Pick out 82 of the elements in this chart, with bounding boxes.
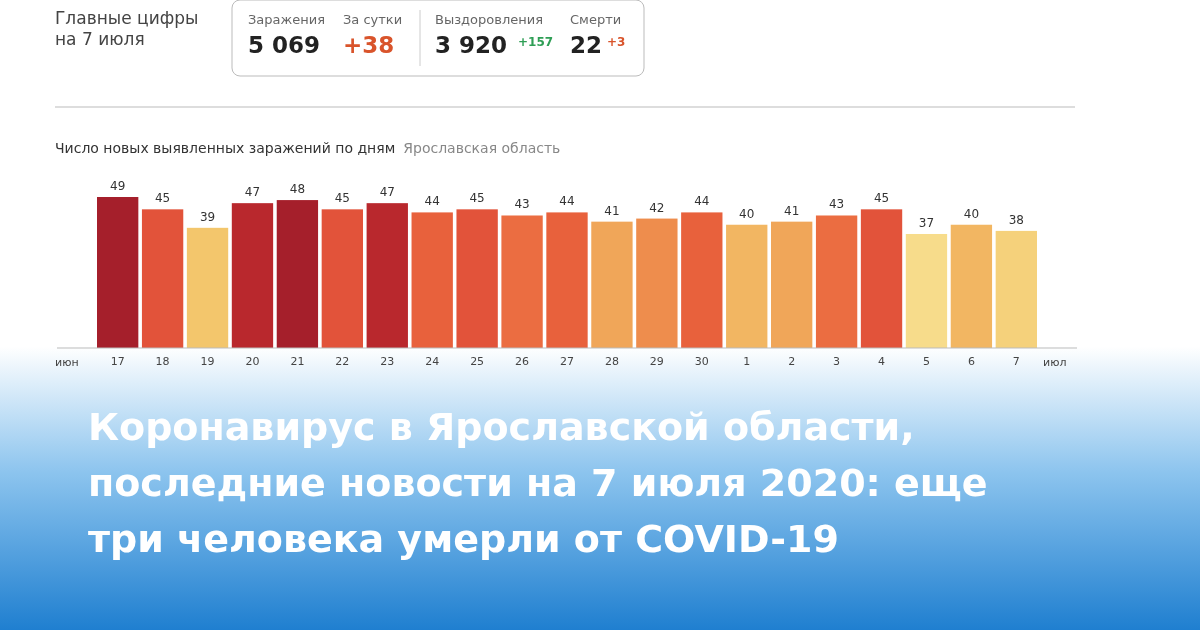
text: июн xyxy=(55,356,79,369)
data-label: 45 xyxy=(154,191,171,206)
x-tick-label: 2 xyxy=(788,355,796,368)
bar xyxy=(636,218,678,348)
x-tick-label: 5 xyxy=(922,355,930,368)
bar xyxy=(321,209,363,348)
data-label: 41 xyxy=(604,203,620,218)
text: +3 xyxy=(607,35,626,49)
data-label: 43 xyxy=(514,197,530,212)
x-tick-label: 19 xyxy=(200,355,215,368)
data-label: 42 xyxy=(649,200,665,215)
text: 3 920 xyxy=(435,32,508,58)
x-tick-label: 1 xyxy=(743,355,751,368)
data-label: 40 xyxy=(739,206,755,221)
bar xyxy=(860,209,903,348)
x-tick-label: 24 xyxy=(425,355,440,368)
bar xyxy=(501,215,543,348)
data-label: 40 xyxy=(963,206,980,221)
bar xyxy=(97,197,139,348)
bar xyxy=(456,209,498,348)
x-tick-label: 4 xyxy=(878,355,886,368)
bar xyxy=(141,209,184,348)
bar xyxy=(186,227,229,348)
bar xyxy=(950,224,993,348)
bar xyxy=(995,230,1037,348)
bar xyxy=(726,224,768,348)
bar xyxy=(771,221,813,348)
x-tick-label: 30 xyxy=(694,355,709,368)
text: Коронавирус в Ярославской области, xyxy=(88,405,915,449)
x-tick-label: 27 xyxy=(560,355,574,368)
data-label: 44 xyxy=(694,194,710,209)
text: три человека умерли от COVID-19 xyxy=(88,517,839,561)
bar xyxy=(591,221,633,348)
data-label: 47 xyxy=(379,185,395,200)
data-label: 44 xyxy=(559,194,575,209)
bar xyxy=(905,233,948,348)
data-label: 45 xyxy=(873,191,890,206)
text: +157 xyxy=(518,35,554,49)
x-tick-label: 28 xyxy=(604,355,619,368)
data-label: 39 xyxy=(199,209,216,224)
bar xyxy=(546,212,588,348)
x-tick-label: 6 xyxy=(967,355,975,368)
data-label: 45 xyxy=(334,191,350,206)
bar xyxy=(815,215,858,348)
data-label: 41 xyxy=(784,203,800,218)
data-label: 38 xyxy=(1008,212,1024,227)
x-tick-label: 18 xyxy=(155,355,170,368)
x-tick-label: 21 xyxy=(290,355,305,368)
data-label: 44 xyxy=(424,194,440,209)
text: Главные цифры xyxy=(55,8,199,28)
x-tick-label: 22 xyxy=(335,355,350,368)
x-tick-label: 17 xyxy=(110,355,125,368)
chart-subtitle: Ярославская область xyxy=(403,140,561,156)
bar xyxy=(276,200,319,348)
text: 22 xyxy=(570,32,603,58)
text: Смерти xyxy=(570,12,622,27)
text: июл xyxy=(1043,356,1067,369)
data-label: 48 xyxy=(289,182,306,197)
x-tick-label: 29 xyxy=(649,355,664,368)
text: За сутки xyxy=(343,12,403,27)
x-tick-label: 3 xyxy=(833,355,841,368)
x-tick-label: 26 xyxy=(515,355,530,368)
x-tick-label: 23 xyxy=(380,355,395,368)
text: Выздоровления xyxy=(435,12,543,27)
text: на 7 июля xyxy=(55,29,145,49)
bar xyxy=(231,203,274,348)
bar xyxy=(681,212,723,348)
text: +38 xyxy=(343,32,395,58)
text: последние новости на 7 июля 2020: еще xyxy=(88,461,988,505)
data-label: 37 xyxy=(918,215,935,230)
text: Заражения xyxy=(248,12,325,27)
chart-title: Число новых выявленных заражений по дням xyxy=(55,140,396,156)
bar xyxy=(411,212,453,348)
data-label: 49 xyxy=(110,179,126,193)
x-tick-label: 20 xyxy=(245,355,260,368)
data-label: 45 xyxy=(469,191,485,206)
data-label: 43 xyxy=(828,197,845,212)
x-tick-label: 7 xyxy=(1012,355,1020,368)
bar xyxy=(366,203,408,348)
x-tick-label: 25 xyxy=(470,355,485,368)
data-label: 47 xyxy=(244,185,261,200)
text: 5 069 xyxy=(248,32,321,58)
